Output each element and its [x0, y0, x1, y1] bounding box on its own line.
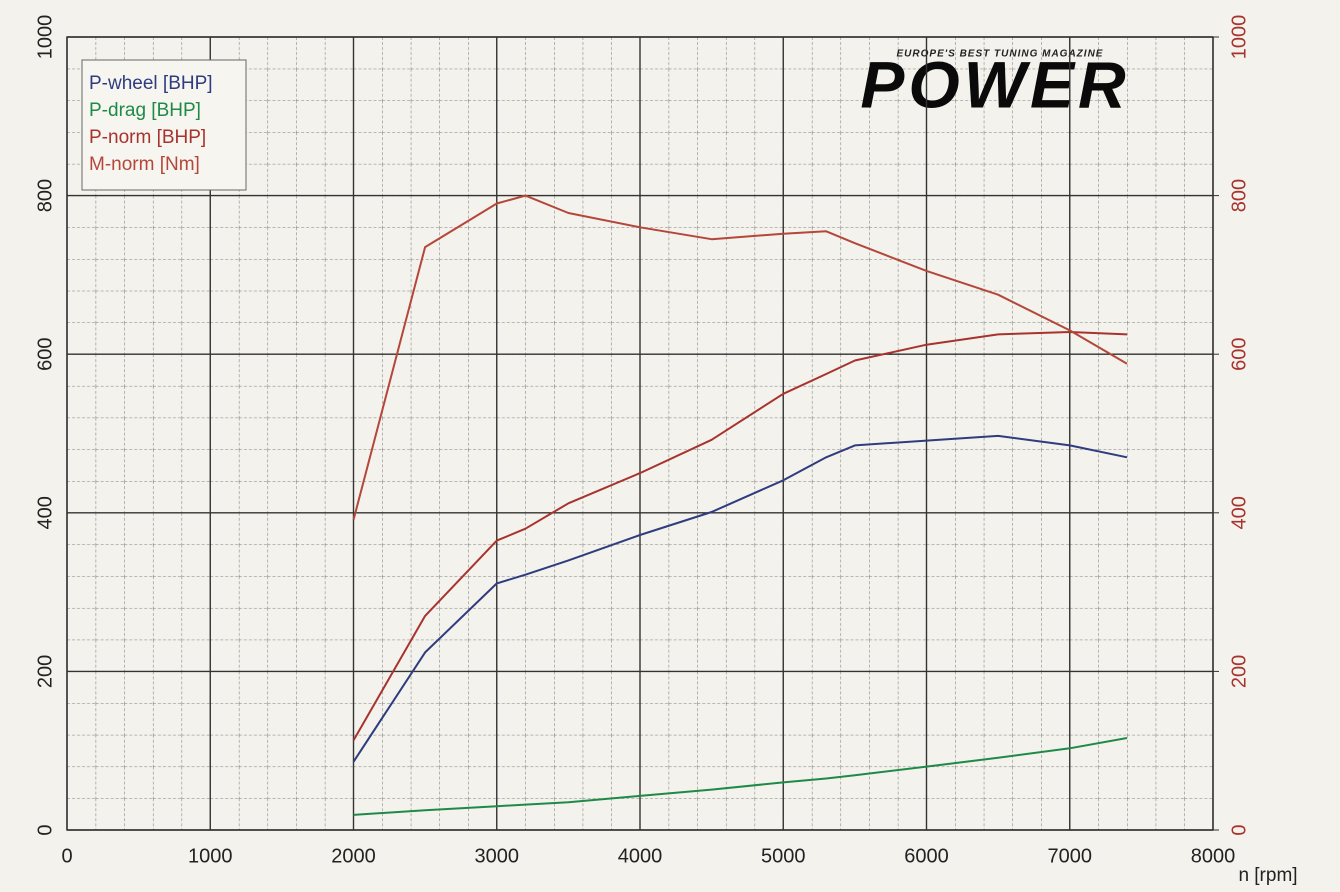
legend-box	[81, 59, 247, 191]
x-tick-label: 6000	[904, 845, 949, 867]
series-line	[353, 737, 1128, 816]
y2-tick-label: 1000	[1228, 15, 1250, 60]
y2-tick-label: 800	[1228, 179, 1250, 212]
x-tick-label: 4000	[618, 845, 663, 867]
x-tick-label: 0	[61, 845, 72, 867]
x-tick-label: 7000	[1048, 845, 1093, 867]
plot-frame	[66, 36, 1214, 831]
x-tick-label: 8000	[1191, 845, 1236, 867]
y-tick-label: 200	[34, 655, 56, 688]
legend-entry: P-norm [BHP]	[89, 127, 206, 148]
y-tick-label: 1000	[34, 15, 56, 60]
y-tick-label: 0	[34, 824, 56, 835]
logo-name: POWER	[860, 47, 1129, 121]
series-line	[352, 434, 1128, 763]
x-axis-label: n [rpm]	[1238, 865, 1297, 886]
x-tick-label: 3000	[475, 845, 520, 867]
y2-tick-label: 0	[1228, 824, 1250, 835]
series-line	[352, 331, 1128, 741]
legend-entry: M-norm [Nm]	[89, 154, 200, 175]
y2-tick-label: 400	[1228, 496, 1250, 529]
series-line	[352, 194, 1128, 521]
x-tick-label: 5000	[761, 845, 806, 867]
y-tick-label: 800	[34, 179, 56, 212]
legend-entry: P-drag [BHP]	[89, 100, 201, 121]
legend: P-wheel [BHP] P-drag [BHP] P-norm [BHP] M-n…	[81, 59, 247, 191]
x-tick-label: 1000	[188, 845, 233, 867]
logo: EUROPE'S BEST TUNING MAGAZINE POWER	[860, 47, 1129, 121]
logo-tagline: EUROPE'S BEST TUNING MAGAZINE	[897, 49, 1104, 60]
y-tick-label: 400	[34, 496, 56, 529]
y2-tick-label: 600	[1228, 338, 1250, 371]
y2-tick-label: 200	[1228, 655, 1250, 688]
x-tick-label: 2000	[331, 845, 376, 867]
legend-entry: P-wheel [BHP]	[89, 73, 213, 94]
y-tick-label: 600	[34, 338, 56, 371]
